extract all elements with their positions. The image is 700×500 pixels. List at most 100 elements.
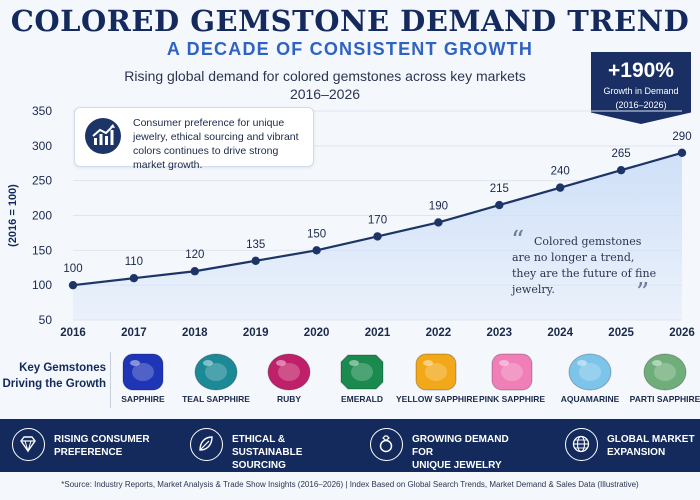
growth-label: Growth in Demand: [603, 86, 679, 96]
insight-text: Consumer preference for unique jewelry, …: [133, 117, 299, 171]
quote-close-mark: ”: [636, 278, 650, 308]
x-tick-label: 2016: [60, 327, 86, 339]
gem-icon: [122, 353, 164, 391]
growth-badge: +190% Growth in Demand (2016–2026): [591, 52, 691, 124]
y-tick-label: 200: [32, 209, 52, 223]
globe-icon: [565, 428, 598, 461]
gem-name: EMERALD: [340, 394, 384, 404]
data-label: 265: [612, 148, 631, 160]
x-tick-label: 2020: [304, 327, 330, 339]
gem-name: YELLOW SAPPHIRE: [396, 394, 479, 404]
gemstones-divider: [110, 352, 111, 408]
data-point: [677, 148, 687, 157]
x-tick-label: 2018: [182, 327, 208, 339]
quote-text: Colored gemstones are no longer a trend,…: [512, 234, 662, 298]
driver-line: PREFERENCE: [54, 447, 123, 458]
quote-body: Colored gemstones are no longer a trend,…: [512, 235, 657, 296]
driver-label: GLOBAL MARKET EXPANSION: [607, 433, 700, 459]
driver-line: UNIQUE JEWELRY: [412, 460, 502, 471]
y-tick-label: 150: [32, 243, 52, 257]
chart-description: Rising global demand for colored gemston…: [100, 67, 550, 103]
data-label: 170: [368, 214, 387, 226]
driver-line: SOURCING: [232, 460, 286, 471]
data-label: 120: [185, 249, 204, 261]
x-tick-label: 2025: [608, 327, 634, 339]
y-tick-label: 100: [32, 278, 52, 292]
data-label: 150: [307, 228, 326, 240]
source-footnote: *Source: Industry Reports, Market Analys…: [61, 480, 639, 489]
gem-icon: [415, 353, 457, 391]
gem-name: SAPPHIRE: [121, 394, 165, 404]
y-tick-label: 350: [32, 104, 52, 118]
y-tick-label: 300: [32, 139, 52, 153]
gem-icon: [340, 354, 384, 390]
insight-card: Consumer preference for unique jewelry, …: [74, 107, 314, 171]
x-tick-label: 2017: [121, 327, 147, 339]
x-tick-label: 2019: [243, 327, 269, 339]
x-tick-label: 2021: [365, 327, 391, 339]
x-tick-label: 2022: [426, 327, 452, 339]
driver-label: GROWING DEMAND FOR UNIQUE JEWELRY: [412, 433, 532, 472]
gem-icon: [568, 353, 612, 391]
driver-unique-jewelry: GROWING DEMAND FOR UNIQUE JEWELRY: [370, 419, 540, 472]
page-subtitle: A DECADE OF CONSISTENT GROWTH: [166, 39, 534, 59]
driver-global-expansion: GLOBAL MARKET EXPANSION: [565, 419, 695, 472]
trend-chart-icon: [85, 118, 121, 154]
description-years: 2016–2026: [289, 86, 361, 102]
gem-name: TEAL SAPPHIRE: [182, 394, 250, 404]
gem-name: PINK SAPPHIRE: [478, 394, 546, 404]
ring-icon: [370, 428, 403, 461]
gemstone-ruby: RUBY: [249, 352, 329, 404]
data-point: [556, 183, 565, 192]
gemstone-parti-sapphire: PARTI SAPPHIRE: [625, 352, 700, 404]
y-axis-label: (2016 = 100): [7, 184, 19, 247]
data-point: [373, 232, 382, 241]
data-point: [68, 280, 78, 290]
gem-icon: [643, 353, 687, 391]
gemstones-heading-line1: Key Gemstones: [19, 362, 106, 374]
data-point: [434, 218, 443, 227]
data-point: [190, 267, 199, 276]
data-label: 190: [429, 200, 448, 212]
x-tick-label: 2024: [547, 327, 573, 339]
gemstone-pink-sapphire: PINK SAPPHIRE: [472, 352, 552, 404]
data-label: 290: [672, 131, 691, 143]
driver-label: RISING CONSUMER PREFERENCE: [54, 433, 174, 459]
x-tick-label: 2023: [487, 327, 513, 339]
gemstone-emerald: EMERALD: [322, 352, 402, 404]
data-label: 100: [63, 263, 82, 275]
data-point: [616, 166, 626, 175]
driver-line: ETHICAL & SUSTAINABLE: [232, 434, 303, 458]
data-label: 110: [125, 256, 143, 268]
x-tick-label: 2026: [669, 327, 695, 339]
data-label: 135: [246, 239, 265, 251]
gem-icon: [194, 353, 238, 391]
gem-name: PARTI SAPPHIRE: [629, 394, 700, 404]
gem-icon: [491, 353, 533, 391]
description-line: Rising global demand for colored gemston…: [124, 68, 526, 84]
leaf-icon: [190, 428, 223, 461]
driver-line: GLOBAL MARKET: [607, 434, 695, 445]
quote-open-mark: “: [511, 226, 525, 256]
diamond-icon: [12, 428, 45, 461]
chart-marks: 100 2016 110 2017 120 2018 135 2019 150 2020 170 20…: [60, 131, 695, 339]
gem-name: RUBY: [276, 394, 302, 404]
gemstone-yellow-sapphire: YELLOW SAPPHIRE: [396, 352, 479, 404]
y-tick-label: 50: [39, 313, 53, 327]
gem-name: AQUAMARINE: [560, 394, 620, 404]
driver-line: GROWING DEMAND FOR: [412, 434, 509, 458]
data-label: 240: [551, 166, 570, 178]
data-label: 215: [490, 183, 509, 195]
data-point: [495, 200, 504, 210]
data-point: [312, 246, 321, 255]
driver-consumer-preference: RISING CONSUMER PREFERENCE: [12, 419, 172, 472]
gemstone-aquamarine: AQUAMARINE: [550, 352, 630, 404]
gemstone-sapphire: SAPPHIRE: [103, 352, 183, 404]
gemstones-heading-line2: Driving the Growth: [2, 378, 107, 390]
driver-line: RISING CONSUMER: [54, 434, 150, 445]
drivers-band: RISING CONSUMER PREFERENCE ETHICAL & SUST…: [0, 419, 700, 472]
data-point: [251, 256, 260, 265]
driver-line: EXPANSION: [607, 447, 666, 458]
driver-label: ETHICAL & SUSTAINABLE SOURCING: [232, 433, 352, 472]
gem-icon: [267, 353, 311, 391]
